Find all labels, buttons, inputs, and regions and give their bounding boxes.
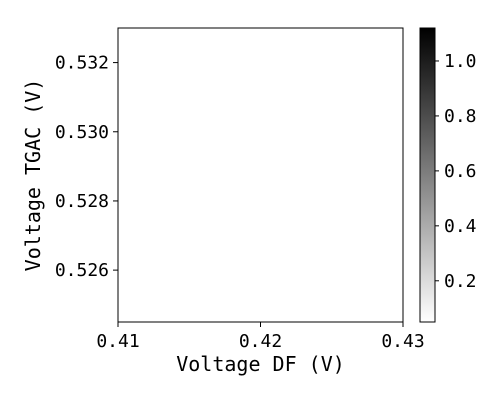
x-tick-label: 0.42	[239, 331, 282, 352]
y-tick-label: 0.532	[55, 53, 109, 74]
x-axis-label: Voltage DF (V)	[176, 352, 345, 376]
y-tick-label: 0.528	[55, 191, 109, 212]
colorbar-tick-label: 0.2	[444, 271, 477, 292]
x-tick-label: 0.43	[381, 331, 424, 352]
colorbar-tick-label: 0.8	[444, 106, 477, 127]
colorbar	[419, 27, 436, 323]
y-axis-label: Voltage TGAC (V)	[21, 79, 45, 272]
x-tick-label: 0.41	[96, 331, 139, 352]
y-tick-label: 0.526	[55, 260, 109, 281]
colorbar-tick-label: 1.0	[444, 51, 477, 72]
x-axis: 0.41 0.42 0.43	[96, 322, 425, 352]
y-axis: 0.526 0.528 0.530 0.532	[55, 53, 118, 281]
colorbar-tick-label: 0.6	[444, 161, 477, 182]
plot-area	[117, 27, 404, 323]
colorbar-tick-label: 0.4	[444, 216, 477, 237]
colorbar-axis: 0.2 0.4 0.6 0.8 1.0	[435, 51, 477, 292]
y-tick-label: 0.530	[55, 122, 109, 143]
